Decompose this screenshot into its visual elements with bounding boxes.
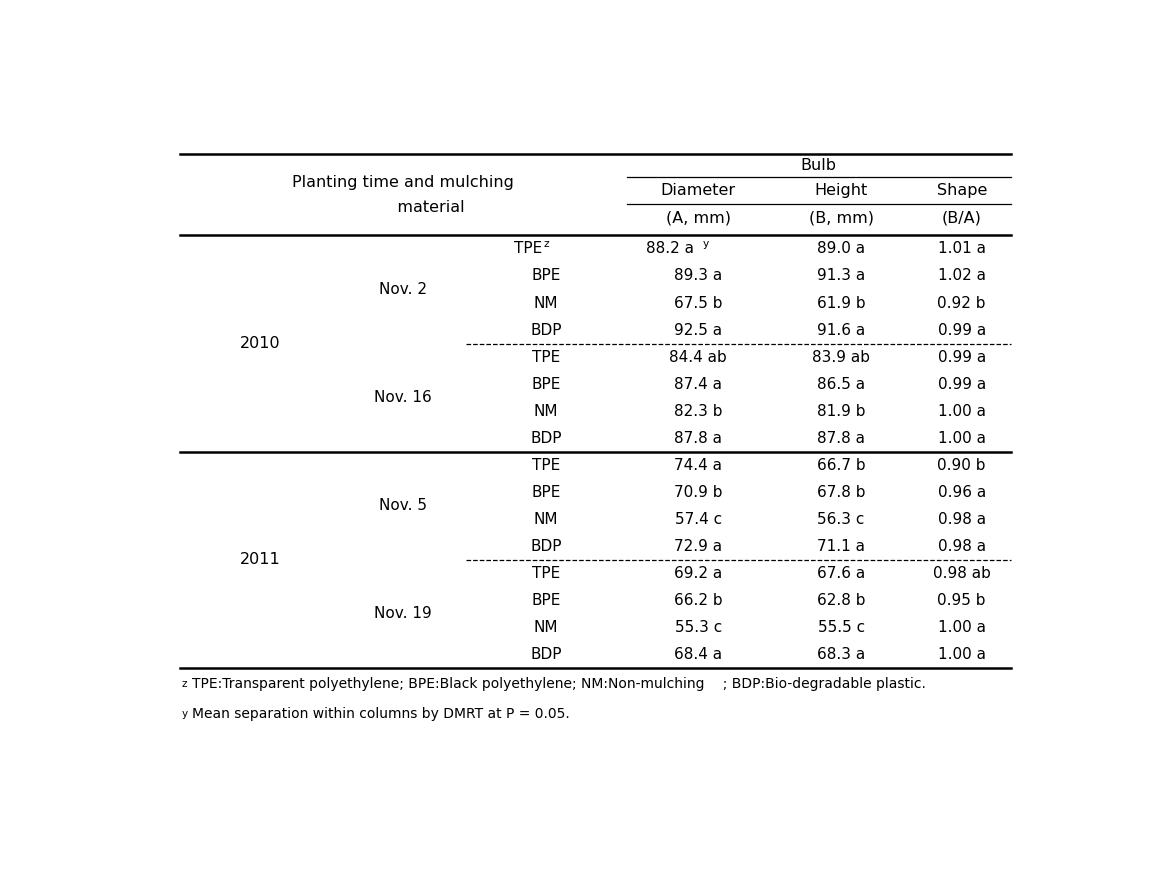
Text: 87.8 a: 87.8 a	[817, 431, 865, 446]
Text: 67.5 b: 67.5 b	[673, 296, 723, 311]
Text: 82.3 b: 82.3 b	[673, 403, 723, 418]
Text: 72.9 a: 72.9 a	[675, 539, 722, 553]
Text: 1.00 a: 1.00 a	[937, 646, 986, 662]
Text: 1.00 a: 1.00 a	[937, 431, 986, 446]
Text: Mean separation within columns by DMRT at P = 0.05.: Mean separation within columns by DMRT a…	[193, 707, 570, 721]
Text: 70.9 b: 70.9 b	[673, 485, 723, 500]
Text: BDP: BDP	[530, 539, 562, 553]
Text: 89.3 a: 89.3 a	[675, 268, 722, 283]
Text: TPE:Transparent polyethylene; BPE:Black polyethylene; NM:Non-mulching  ; BDP:Bio: TPE:Transparent polyethylene; BPE:Black …	[193, 677, 926, 691]
Text: BPE: BPE	[532, 485, 560, 500]
Text: 2011: 2011	[240, 552, 280, 567]
Text: Diameter: Diameter	[661, 184, 736, 198]
Text: 69.2 a: 69.2 a	[675, 566, 722, 581]
Text: BPE: BPE	[532, 377, 560, 392]
Text: 89.0 a: 89.0 a	[817, 242, 865, 257]
Text: 88.2 a: 88.2 a	[646, 242, 694, 257]
Text: Planting time and mulching
           material: Planting time and mulching material	[293, 175, 514, 215]
Text: 83.9 ab: 83.9 ab	[812, 350, 871, 365]
Text: 84.4 ab: 84.4 ab	[669, 350, 728, 365]
Text: 81.9 b: 81.9 b	[816, 403, 866, 418]
Text: BDP: BDP	[530, 431, 562, 446]
Text: (B, mm): (B, mm)	[808, 210, 874, 226]
Text: 0.90 b: 0.90 b	[937, 457, 986, 472]
Text: 74.4 a: 74.4 a	[675, 457, 722, 472]
Text: 1.02 a: 1.02 a	[937, 268, 986, 283]
Text: 0.92 b: 0.92 b	[937, 296, 986, 311]
Text: 87.8 a: 87.8 a	[675, 431, 722, 446]
Text: 68.3 a: 68.3 a	[817, 646, 865, 662]
Text: Height: Height	[814, 184, 868, 198]
Text: NM: NM	[534, 296, 558, 311]
Text: 1.00 a: 1.00 a	[937, 620, 986, 635]
Text: 55.5 c: 55.5 c	[817, 620, 865, 635]
Text: 66.2 b: 66.2 b	[673, 592, 723, 607]
Text: 61.9 b: 61.9 b	[816, 296, 866, 311]
Text: TPE: TPE	[513, 242, 542, 257]
Text: 55.3 c: 55.3 c	[675, 620, 722, 635]
Text: (B/A): (B/A)	[942, 210, 981, 226]
Text: 0.99 a: 0.99 a	[937, 377, 986, 392]
Text: 71.1 a: 71.1 a	[817, 539, 865, 553]
Text: (A, mm): (A, mm)	[665, 210, 731, 226]
Text: 67.6 a: 67.6 a	[817, 566, 865, 581]
Text: y: y	[702, 239, 709, 250]
Text: BDP: BDP	[530, 322, 562, 337]
Text: 62.8 b: 62.8 b	[816, 592, 866, 607]
Text: 0.98 ab: 0.98 ab	[933, 566, 990, 581]
Text: 92.5 a: 92.5 a	[675, 322, 722, 337]
Text: NM: NM	[534, 511, 558, 527]
Text: BPE: BPE	[532, 592, 560, 607]
Text: Nov. 19: Nov. 19	[375, 607, 432, 622]
Text: Bulb: Bulb	[801, 158, 837, 173]
Text: TPE: TPE	[532, 457, 560, 472]
Text: 91.3 a: 91.3 a	[817, 268, 865, 283]
Text: NM: NM	[534, 403, 558, 418]
Text: 66.7 b: 66.7 b	[816, 457, 866, 472]
Text: 56.3 c: 56.3 c	[817, 511, 865, 527]
Text: 91.6 a: 91.6 a	[817, 322, 865, 337]
Text: 0.98 a: 0.98 a	[937, 511, 986, 527]
Text: 0.98 a: 0.98 a	[937, 539, 986, 553]
Text: 0.99 a: 0.99 a	[937, 350, 986, 365]
Text: Shape: Shape	[936, 184, 987, 198]
Text: BPE: BPE	[532, 268, 560, 283]
Text: BDP: BDP	[530, 646, 562, 662]
Text: 0.96 a: 0.96 a	[937, 485, 986, 500]
Text: 57.4 c: 57.4 c	[675, 511, 722, 527]
Text: 0.99 a: 0.99 a	[937, 322, 986, 337]
Text: 1.01 a: 1.01 a	[937, 242, 986, 257]
Text: NM: NM	[534, 620, 558, 635]
Text: Nov. 5: Nov. 5	[379, 498, 428, 513]
Text: 87.4 a: 87.4 a	[675, 377, 722, 392]
Text: y: y	[182, 709, 188, 718]
Text: z: z	[543, 239, 549, 250]
Text: Nov. 2: Nov. 2	[379, 282, 428, 297]
Text: 68.4 a: 68.4 a	[675, 646, 722, 662]
Text: 1.00 a: 1.00 a	[937, 403, 986, 418]
Text: TPE: TPE	[532, 350, 560, 365]
Text: z: z	[182, 679, 187, 689]
Text: 0.95 b: 0.95 b	[937, 592, 986, 607]
Text: 2010: 2010	[240, 336, 280, 351]
Text: TPE: TPE	[532, 566, 560, 581]
Text: 67.8 b: 67.8 b	[816, 485, 866, 500]
Text: Nov. 16: Nov. 16	[375, 390, 432, 405]
Text: 86.5 a: 86.5 a	[817, 377, 865, 392]
